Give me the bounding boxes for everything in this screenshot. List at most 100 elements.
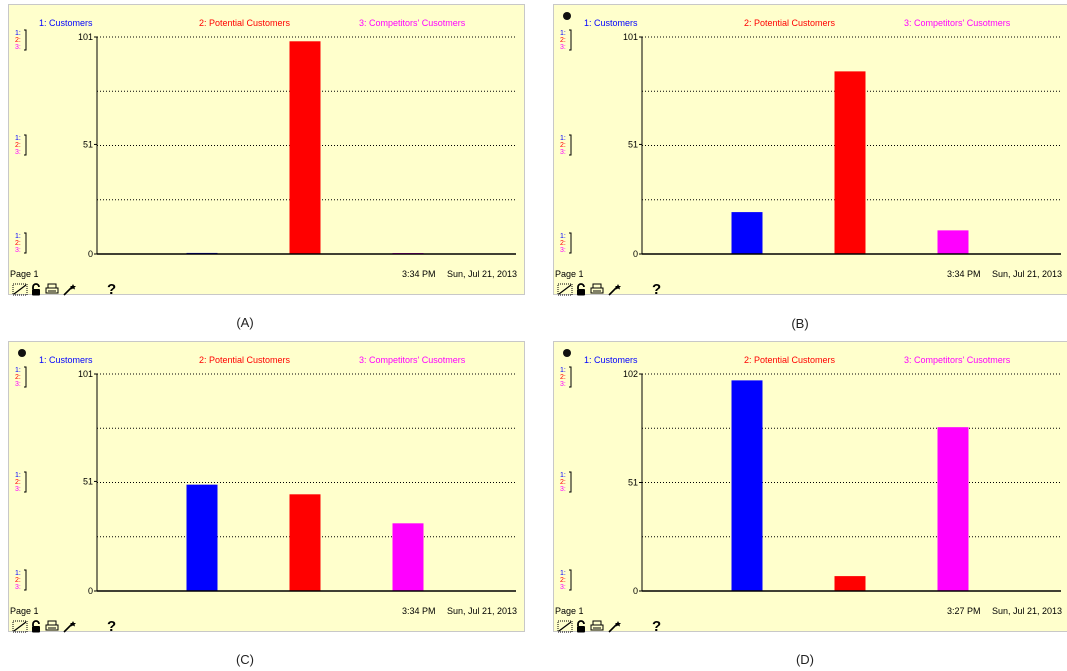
svg-text:3:: 3: xyxy=(15,149,21,156)
bar-customers xyxy=(186,484,218,591)
svg-text:2:: 2: xyxy=(15,479,21,486)
svg-text:1:: 1: xyxy=(15,30,21,37)
svg-text:3:: 3: xyxy=(560,44,566,51)
panel-caption-d: (D) xyxy=(795,652,815,667)
svg-text:3:: 3: xyxy=(15,247,21,254)
legend-competitors: 3: Competitors' Cusotmers xyxy=(904,18,1011,28)
scale-marker-group: 1:2:3: xyxy=(15,366,27,388)
pin-icon[interactable] xyxy=(557,620,573,633)
bar-customers xyxy=(731,380,763,591)
svg-text:3:: 3: xyxy=(15,381,21,388)
pin-icon[interactable] xyxy=(557,283,573,296)
page-label: Page 1 xyxy=(10,606,39,616)
svg-text:3:: 3: xyxy=(560,381,566,388)
pin-icon[interactable] xyxy=(12,620,28,633)
panel-caption-c: (C) xyxy=(235,652,255,667)
svg-text:2:: 2: xyxy=(15,240,21,247)
scale-marker-group: 1:2:3: xyxy=(15,134,27,156)
lock-icon[interactable] xyxy=(31,283,41,296)
svg-text:2:: 2: xyxy=(560,374,566,381)
svg-text:2:: 2: xyxy=(15,374,21,381)
svg-text:2:: 2: xyxy=(15,37,21,44)
legend-potential: 2: Potential Customers xyxy=(199,18,291,28)
legend-customers: 1: Customers xyxy=(39,18,93,28)
pin-icon[interactable] xyxy=(12,283,28,296)
svg-text:2:: 2: xyxy=(560,479,566,486)
y-tick-label: 101 xyxy=(78,32,93,42)
scale-marker-group: 1:2:3: xyxy=(560,232,572,254)
scale-marker-group: 1:2:3: xyxy=(560,134,572,156)
y-tick-label: 0 xyxy=(88,249,93,259)
print-icon[interactable] xyxy=(590,283,604,296)
svg-text:1:: 1: xyxy=(15,472,21,479)
print-icon[interactable] xyxy=(45,283,59,296)
legend-customers: 1: Customers xyxy=(39,355,93,365)
scale-marker-group: 1:2:3: xyxy=(15,471,27,493)
svg-text:2:: 2: xyxy=(560,240,566,247)
scale-marker-group: 1:2:3: xyxy=(15,29,27,51)
y-tick-label: 0 xyxy=(633,586,638,596)
chart-panel-d: 1: Customers 2: Potential Customers 3: Com… xyxy=(553,341,1067,635)
lock-icon[interactable] xyxy=(576,283,586,296)
magic-wand-icon[interactable] xyxy=(62,620,76,633)
magic-wand-icon[interactable] xyxy=(62,283,76,296)
y-tick-label: 51 xyxy=(83,139,93,149)
svg-text:3:: 3: xyxy=(560,247,566,254)
chart-panel-a: 1: Customers 2: Potential Customers 3: Com… xyxy=(8,4,525,298)
scale-marker-group: 1:2:3: xyxy=(15,569,27,591)
panel-caption-a: (A) xyxy=(236,315,254,330)
page-label: Page 1 xyxy=(555,606,584,616)
print-icon[interactable] xyxy=(590,620,604,633)
help-icon[interactable]: ? xyxy=(652,618,662,635)
help-icon[interactable]: ? xyxy=(652,281,662,298)
svg-text:2:: 2: xyxy=(560,577,566,584)
svg-text:1:: 1: xyxy=(15,135,21,142)
svg-text:2:: 2: xyxy=(15,142,21,149)
svg-text:2:: 2: xyxy=(15,577,21,584)
y-tick-label: 0 xyxy=(88,586,93,596)
y-tick-label: 51 xyxy=(628,139,638,149)
time-stamp: 3:34 PM xyxy=(947,269,981,279)
sim-indicator-icon xyxy=(563,12,571,20)
svg-text:1:: 1: xyxy=(560,135,566,142)
magic-wand-icon[interactable] xyxy=(607,620,621,633)
bar-competitors-customers xyxy=(392,523,424,591)
date-stamp: Sun, Jul 21, 2013 xyxy=(447,269,518,279)
legend-potential: 2: Potential Customers xyxy=(199,355,291,365)
bar-potential-customers xyxy=(834,576,866,591)
help-icon[interactable]: ? xyxy=(107,618,117,635)
panel-caption-b: (B) xyxy=(791,316,809,331)
magic-wand-icon[interactable] xyxy=(607,283,621,296)
legend-potential: 2: Potential Customers xyxy=(744,355,836,365)
legend-customers: 1: Customers xyxy=(584,18,638,28)
legend-competitors: 3: Competitors' Cusotmers xyxy=(359,355,466,365)
legend-customers: 1: Customers xyxy=(584,355,638,365)
lock-icon[interactable] xyxy=(576,620,586,633)
bar-potential-customers xyxy=(834,71,866,254)
scale-marker-group: 1:2:3: xyxy=(560,29,572,51)
time-stamp: 3:34 PM xyxy=(402,606,436,616)
svg-text:1:: 1: xyxy=(15,367,21,374)
page-label: Page 1 xyxy=(10,269,39,279)
svg-text:3:: 3: xyxy=(560,486,566,493)
scale-marker-group: 1:2:3: xyxy=(560,569,572,591)
time-stamp: 3:34 PM xyxy=(402,269,436,279)
date-stamp: Sun, Jul 21, 2013 xyxy=(447,606,518,616)
bar-competitors-customers xyxy=(937,427,969,591)
y-tick-label: 101 xyxy=(623,32,638,42)
chart-panel-b: 1: Customers 2: Potential Customers 3: Com… xyxy=(553,4,1067,298)
scale-marker-group: 1:2:3: xyxy=(560,471,572,493)
svg-text:1:: 1: xyxy=(15,233,21,240)
svg-text:3:: 3: xyxy=(15,44,21,51)
date-stamp: Sun, Jul 21, 2013 xyxy=(992,269,1063,279)
lock-icon[interactable] xyxy=(31,620,41,633)
bar-competitors-customers xyxy=(937,230,969,254)
legend-competitors: 3: Competitors' Cusotmers xyxy=(904,355,1011,365)
scale-marker-group: 1:2:3: xyxy=(560,366,572,388)
help-icon[interactable]: ? xyxy=(107,281,117,298)
print-icon[interactable] xyxy=(45,620,59,633)
svg-text:2:: 2: xyxy=(560,142,566,149)
svg-text:1:: 1: xyxy=(560,472,566,479)
